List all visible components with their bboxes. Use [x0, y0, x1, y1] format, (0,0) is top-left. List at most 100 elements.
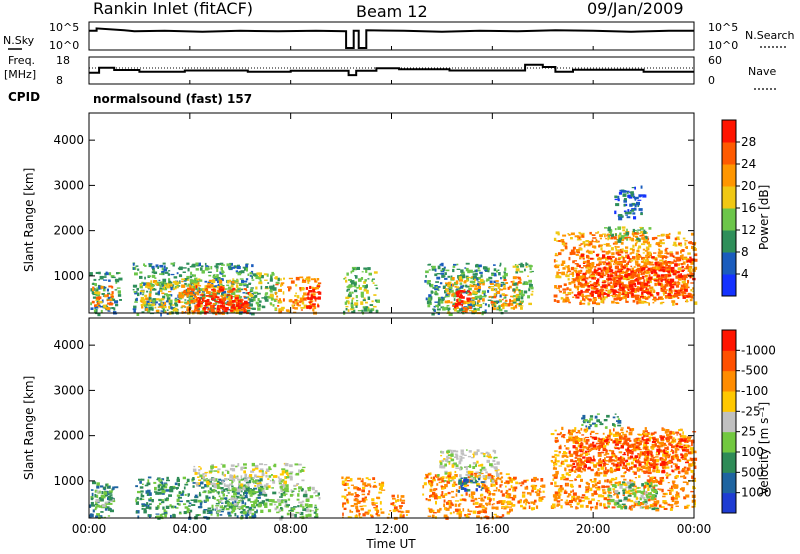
heatmap-cell: [315, 286, 319, 290]
heatmap-cell: [194, 304, 197, 307]
heatmap-cell: [495, 280, 499, 282]
heatmap-cell: [299, 469, 302, 473]
heatmap-cell: [146, 300, 150, 304]
power-ylabel: Slant Range [km]: [22, 168, 36, 272]
heatmap-cell: [589, 263, 592, 266]
heatmap-cell: [103, 276, 107, 278]
heatmap-cell: [302, 506, 305, 510]
heatmap-cell: [230, 284, 234, 288]
heatmap-cell: [613, 271, 617, 275]
heatmap-cell: [351, 269, 355, 273]
heatmap-cell: [235, 282, 239, 284]
heatmap-cell: [471, 276, 473, 278]
heatmap-cell: [186, 500, 190, 503]
heatmap-cell: [258, 483, 263, 486]
heatmap-cell: [212, 477, 216, 481]
heatmap-cell: [207, 307, 210, 310]
heatmap-cell: [437, 296, 441, 300]
heatmap-cell: [200, 301, 203, 304]
heatmap-cell: [149, 299, 152, 302]
heatmap-cell: [261, 297, 265, 299]
heatmap-cell: [380, 508, 383, 511]
heatmap-cell: [219, 286, 223, 288]
heatmap-cell: [628, 432, 633, 436]
heatmap-cell: [500, 277, 502, 280]
heatmap-cell: [622, 292, 625, 295]
heatmap-cell: [229, 263, 232, 265]
heatmap-cell: [251, 504, 256, 507]
heatmap-cell: [280, 493, 283, 497]
heatmap-cell: [172, 263, 175, 267]
heatmap-cell: [501, 476, 504, 479]
heatmap-cell: [609, 273, 613, 276]
heatmap-cell: [172, 485, 176, 489]
heatmap-cell: [218, 478, 222, 481]
heatmap-cell: [503, 271, 506, 274]
heatmap-cell: [608, 502, 611, 505]
heatmap-cell: [219, 505, 223, 507]
heatmap-cell: [514, 486, 518, 490]
heatmap-cell: [361, 294, 364, 298]
heatmap-cell: [692, 248, 697, 251]
heatmap-cell: [299, 511, 304, 516]
heatmap-cell: [185, 303, 188, 305]
heatmap-cell: [491, 506, 495, 510]
heatmap-cell: [429, 283, 434, 288]
heatmap-cell: [104, 294, 108, 298]
heatmap-cell: [217, 491, 220, 495]
heatmap-cell: [250, 292, 254, 296]
heatmap-cell: [109, 509, 114, 513]
heatmap-cell: [615, 248, 618, 251]
heatmap-cell: [178, 285, 181, 287]
heatmap-cell: [207, 265, 210, 268]
heatmap-cell: [657, 276, 661, 279]
heatmap-cell: [293, 488, 297, 490]
heatmap-cell: [371, 501, 375, 505]
heatmap-cell: [305, 514, 308, 518]
heatmap-cell: [520, 300, 524, 303]
heatmap-cell: [251, 264, 254, 268]
heatmap-cell: [626, 228, 628, 232]
heatmap-cell: [471, 284, 475, 288]
heatmap-cell: [469, 280, 473, 284]
heatmap-cell: [176, 272, 179, 275]
heatmap-cell: [664, 277, 668, 279]
heatmap-cell: [112, 486, 115, 490]
heatmap-cell: [571, 291, 574, 294]
heatmap-cell: [224, 307, 229, 311]
heatmap-cell: [623, 203, 626, 207]
heatmap-cell: [626, 262, 629, 265]
heatmap-cell: [639, 232, 641, 235]
heatmap-cell: [640, 260, 644, 263]
heatmap-cell: [202, 300, 205, 302]
heatmap-cell: [261, 305, 266, 309]
heatmap-cell: [223, 497, 228, 500]
heatmap-cell: [689, 271, 692, 273]
heatmap-cell: [160, 302, 164, 305]
heatmap-cell: [268, 466, 271, 470]
heatmap-cell: [486, 459, 490, 463]
heatmap-cell: [189, 295, 192, 298]
heatmap-cell: [209, 478, 212, 482]
heatmap-cell: [655, 438, 659, 442]
heatmap-cell: [203, 473, 207, 475]
heatmap-cell: [227, 280, 230, 284]
heatmap-cell: [90, 504, 95, 507]
heatmap-cell: [633, 288, 638, 291]
heatmap-cell: [103, 279, 108, 281]
heatmap-cell: [243, 466, 247, 469]
heatmap-cell: [258, 492, 262, 495]
heatmap-cell: [269, 503, 273, 506]
heatmap-cell: [289, 509, 294, 512]
heatmap-cell: [202, 473, 205, 476]
heatmap-cell: [312, 287, 317, 290]
heatmap-cell: [227, 486, 230, 490]
heatmap-cell: [381, 489, 386, 491]
heatmap-cell: [631, 287, 635, 291]
heatmap-cell: [165, 505, 170, 509]
heatmap-cell: [240, 483, 244, 487]
heatmap-cell: [637, 254, 642, 258]
heatmap-cell: [178, 503, 181, 506]
heatmap-cell: [588, 276, 593, 279]
heatmap-cell: [199, 267, 203, 271]
